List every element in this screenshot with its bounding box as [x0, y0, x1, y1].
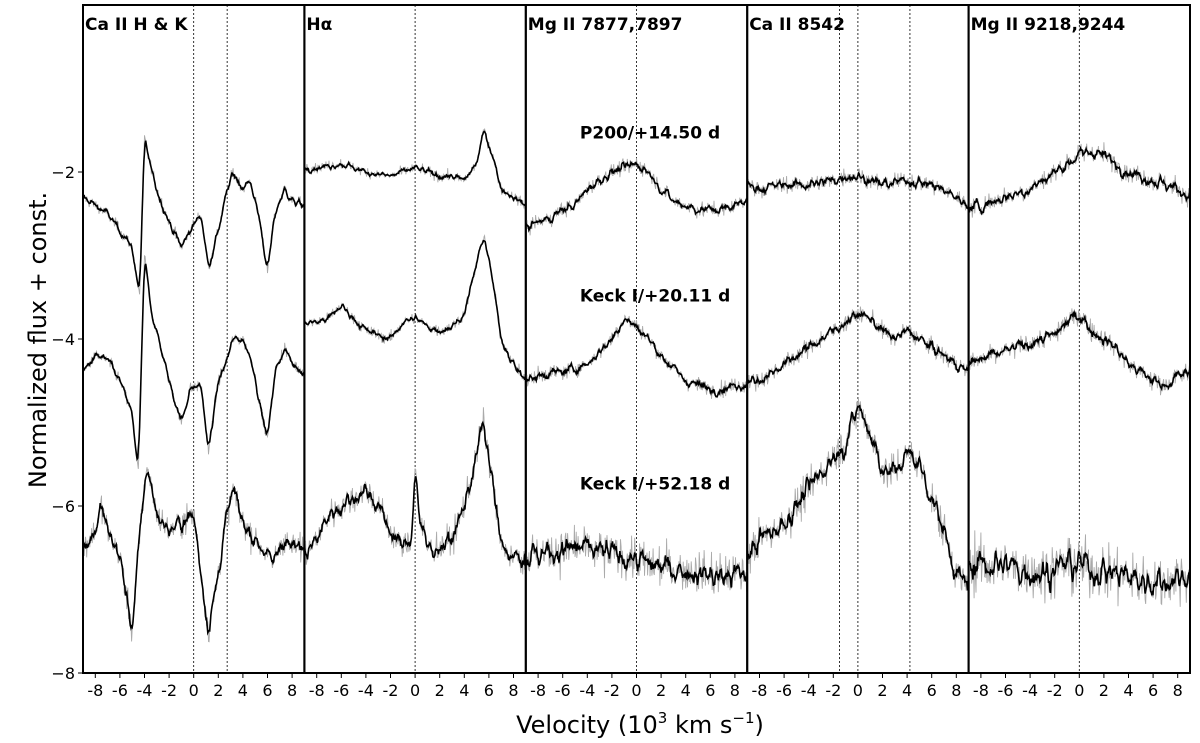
- x-tick-label: 0: [189, 681, 199, 700]
- smoothed-spectrum-line: [83, 471, 305, 636]
- x-tick-label: 6: [927, 681, 937, 700]
- panel-title: Ca II H & K: [85, 15, 188, 35]
- spectra-panels: Ca II H & K-8 -6 -4 -2 0 2 4 6 8Hα-8 -6 -4 -2 0 2 4 6 8M…: [82, 4, 1191, 700]
- spectrum-panel: Ca II 8542 -8 -6 -4 -2 0 2 4 6 8: [746, 4, 970, 700]
- smoothed-spectrum-line: [304, 130, 526, 207]
- x-tick-label: -2: [604, 681, 620, 700]
- smoothed-spectrum-line: [747, 171, 969, 210]
- panel-title: Mg II 9218,9244: [971, 15, 1126, 35]
- epoch-label: P200/+14.50 d: [580, 124, 720, 144]
- x-tick-label: 2: [213, 681, 223, 700]
- x-tick-label: -2: [383, 681, 399, 700]
- x-tick-label: 0: [853, 681, 863, 700]
- x-axis-label-part: km s: [667, 711, 732, 739]
- x-tick-label: 8: [730, 681, 740, 700]
- panel-frame: [967, 4, 1191, 674]
- smoothed-spectrum-line: [83, 263, 305, 462]
- y-axis-label: Normalized flux + const.: [24, 192, 52, 488]
- smoothed-spectrum-line: [968, 548, 1190, 596]
- x-tick-label: -6: [776, 681, 792, 700]
- x-tick-label: 6: [484, 681, 494, 700]
- x-axis-label: Velocity (103 km s−1): [516, 709, 764, 739]
- panel-plot-area: [968, 5, 1190, 673]
- panel-plot-area: [83, 5, 305, 673]
- x-tick-label: 4: [902, 681, 912, 700]
- x-tick-label: 8: [287, 681, 297, 700]
- x-tick-label: 0: [410, 681, 420, 700]
- y-tick-label: −6: [51, 497, 75, 516]
- x-tick-label: 0: [631, 681, 641, 700]
- raw-spectrum-line: [747, 397, 969, 604]
- epoch-label: Keck I/+52.18 d: [580, 474, 730, 494]
- smoothed-spectrum-line: [968, 145, 1190, 216]
- x-tick-label: -6: [998, 681, 1014, 700]
- x-axis-label-superscript: 3: [658, 709, 668, 727]
- smoothed-spectrum-line: [747, 404, 969, 593]
- x-tick-label: -6: [555, 681, 571, 700]
- smoothed-spectrum-line: [525, 534, 748, 588]
- x-tick-label: -8: [87, 681, 103, 700]
- x-tick-label: -4: [801, 681, 817, 700]
- x-tick-label: 4: [681, 681, 691, 700]
- raw-spectrum-line: [525, 158, 748, 236]
- smoothed-spectrum-line: [525, 160, 748, 233]
- smoothed-spectrum-line: [304, 420, 526, 569]
- x-tick-label: -8: [752, 681, 768, 700]
- x-tick-label: -8: [309, 681, 325, 700]
- y-tick-label: −8: [51, 664, 75, 683]
- smoothed-spectrum-line: [968, 310, 1190, 392]
- spectrum-panel: Mg II 9218,9244 -8 -6 -4 -2 0 2 4 6 8: [967, 4, 1191, 700]
- y-tick-label: −2: [51, 163, 75, 182]
- panel-plot-area: [304, 5, 526, 673]
- x-tick-label: -2: [825, 681, 841, 700]
- x-tick-label: 4: [238, 681, 248, 700]
- x-tick-label: 2: [435, 681, 445, 700]
- spectrum-panel: Ca II H & K -8 -6 -4 -2 0 2 4 6 8: [82, 4, 306, 700]
- x-tick-label: 8: [951, 681, 961, 700]
- raw-spectrum-line: [968, 142, 1190, 218]
- x-tick-label: -4: [579, 681, 595, 700]
- x-axis-label-superscript: −1: [732, 709, 754, 727]
- panel-plot-area: [525, 5, 748, 673]
- smoothed-spectrum-line: [747, 310, 969, 386]
- panel-title: Hα: [306, 15, 332, 35]
- epoch-label: Keck I/+20.11 d: [580, 286, 730, 306]
- x-tick-label: 6: [262, 681, 272, 700]
- panel-title: Ca II 8542: [749, 15, 845, 35]
- spectrum-panel: Hα -8 -6 -4 -2 0 2 4 6 8: [303, 4, 527, 700]
- x-tick-label: -6: [112, 681, 128, 700]
- x-tick-label: -6: [333, 681, 349, 700]
- x-tick-label: -4: [1022, 681, 1038, 700]
- raw-spectrum-line: [304, 128, 526, 210]
- x-tick-label: 2: [877, 681, 887, 700]
- x-tick-label: 2: [656, 681, 666, 700]
- smoothed-spectrum-line: [304, 239, 526, 381]
- x-tick-label: -2: [1047, 681, 1063, 700]
- panel-title: Mg II 7877,7897: [528, 15, 683, 35]
- x-tick-label: 6: [705, 681, 715, 700]
- x-tick-label: 8: [1173, 681, 1183, 700]
- x-tick-label: 4: [1123, 681, 1133, 700]
- x-tick-label: 0: [1074, 681, 1084, 700]
- y-axis: −8 −6 −4 −2: [51, 163, 83, 683]
- smoothed-spectrum-line: [525, 318, 748, 398]
- spectrum-panel: Mg II 7877,7897 -8 -6 -4 -2 0 2 4 6 8: [524, 4, 749, 700]
- x-tick-label: -8: [973, 681, 989, 700]
- x-tick-label: -4: [358, 681, 374, 700]
- x-tick-label: 6: [1148, 681, 1158, 700]
- x-tick-label: -2: [161, 681, 177, 700]
- x-axis-label-part: Velocity (10: [516, 711, 658, 739]
- x-tick-label: -8: [530, 681, 546, 700]
- x-tick-label: 8: [508, 681, 518, 700]
- x-tick-label: 4: [459, 681, 469, 700]
- x-tick-label: -4: [137, 681, 153, 700]
- smoothed-spectrum-line: [83, 140, 305, 288]
- y-tick-label: −4: [51, 330, 75, 349]
- x-tick-label: 2: [1099, 681, 1109, 700]
- panel-plot-area: [747, 5, 969, 673]
- x-axis-label-part: ): [755, 711, 764, 739]
